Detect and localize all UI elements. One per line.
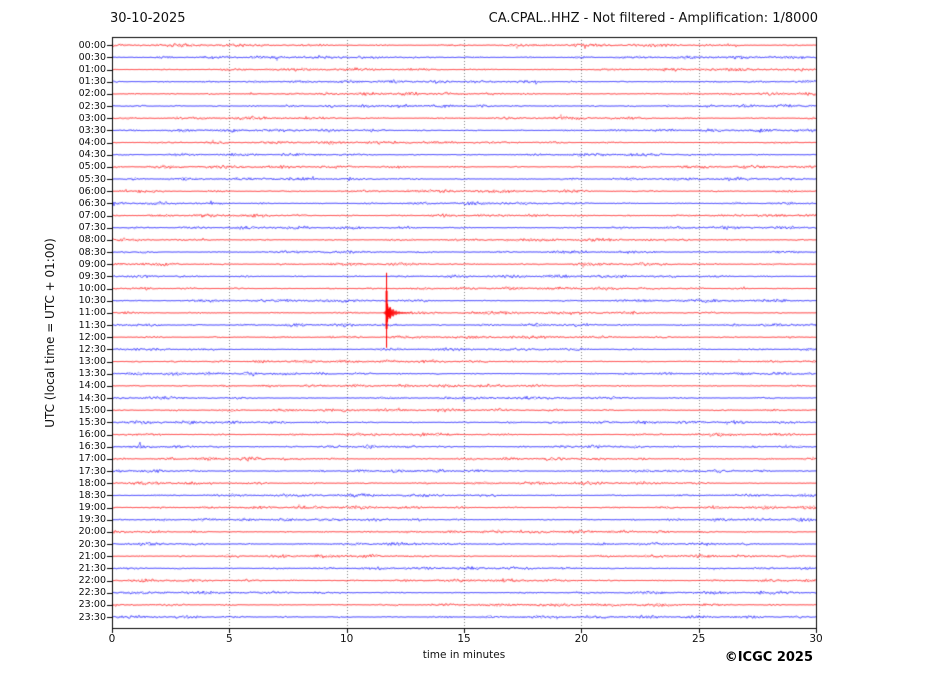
y-tick-label: 09:00	[78, 258, 106, 270]
y-tick-label: 05:30	[78, 173, 106, 185]
y-axis-label: UTC (local time = UTC + 01:00)	[43, 238, 57, 428]
x-tick-label: 10	[339, 633, 354, 645]
y-tick-label: 23:00	[78, 599, 106, 611]
y-tick-label: 17:00	[78, 453, 106, 465]
y-tick-label: 19:30	[78, 514, 106, 526]
y-tick-label: 12:30	[78, 343, 106, 355]
y-tick-label: 10:30	[78, 295, 106, 307]
x-tick-label: 5	[225, 633, 233, 645]
y-tick-label: 07:30	[78, 222, 106, 234]
y-tick-label: 02:00	[78, 88, 106, 100]
y-tick-label: 19:00	[78, 502, 106, 513]
y-tick-label: 03:30	[78, 124, 106, 136]
y-tick-label: 07:00	[78, 210, 106, 222]
y-tick-label: 13:30	[78, 368, 106, 380]
y-tick-label: 05:00	[78, 161, 106, 173]
y-tick-label: 13:00	[78, 356, 106, 367]
y-tick-label: 17:30	[78, 465, 106, 477]
y-tick-label: 14:00	[78, 380, 106, 392]
y-tick-label: 14:30	[78, 392, 106, 404]
y-tick-label: 01:00	[78, 64, 106, 76]
y-tick-label: 08:30	[78, 246, 106, 258]
y-tick-label: 06:00	[78, 185, 106, 197]
x-axis-label: time in minutes	[422, 649, 506, 661]
y-tick-label: 18:30	[78, 489, 106, 501]
y-tick-label: 12:00	[78, 331, 106, 343]
y-tick-label: 20:30	[78, 538, 106, 550]
y-tick-label: 20:00	[78, 526, 106, 538]
y-tick-label: 18:00	[78, 477, 106, 489]
y-tick-label: 22:00	[78, 575, 106, 586]
copyright-text: ©ICGC 2025	[724, 650, 813, 665]
y-tick-label: 11:30	[78, 319, 106, 331]
y-tick-label: 00:00	[78, 39, 106, 51]
y-tick-label: 10:00	[78, 283, 106, 295]
y-tick-label: 16:00	[78, 429, 106, 440]
y-tick-label: 16:30	[78, 441, 106, 453]
x-tick-label: 30	[809, 633, 823, 645]
y-tick-label: 21:30	[78, 562, 106, 574]
station-info-title: CA.CPAL..HHZ - Not filtered - Amplificat…	[488, 11, 818, 26]
y-tick-label: 22:30	[78, 587, 106, 599]
y-tick-label: 23:30	[78, 611, 106, 623]
y-tick-label: 15:00	[78, 404, 106, 416]
y-tick-label: 08:00	[78, 234, 106, 246]
y-tick-label: 04:00	[78, 137, 106, 149]
y-tick-label: 15:30	[78, 416, 106, 428]
x-tick-label: 25	[691, 633, 706, 645]
y-tick-label: 11:00	[78, 307, 106, 319]
y-tick-label: 01:30	[78, 76, 106, 88]
y-tick-label: 03:00	[78, 112, 106, 124]
y-tick-label: 04:30	[78, 149, 106, 161]
x-tick-label: 20	[574, 633, 589, 645]
plot-date-title: 30-10-2025	[110, 11, 186, 26]
x-tick-label: 15	[457, 633, 471, 645]
y-tick-label: 09:30	[78, 270, 106, 282]
y-tick-label: 06:30	[78, 197, 106, 209]
y-tick-label: 21:00	[78, 550, 106, 562]
y-tick-label: 02:30	[78, 100, 106, 112]
x-tick-label: 0	[108, 633, 116, 645]
y-tick-label: 00:30	[78, 51, 106, 63]
